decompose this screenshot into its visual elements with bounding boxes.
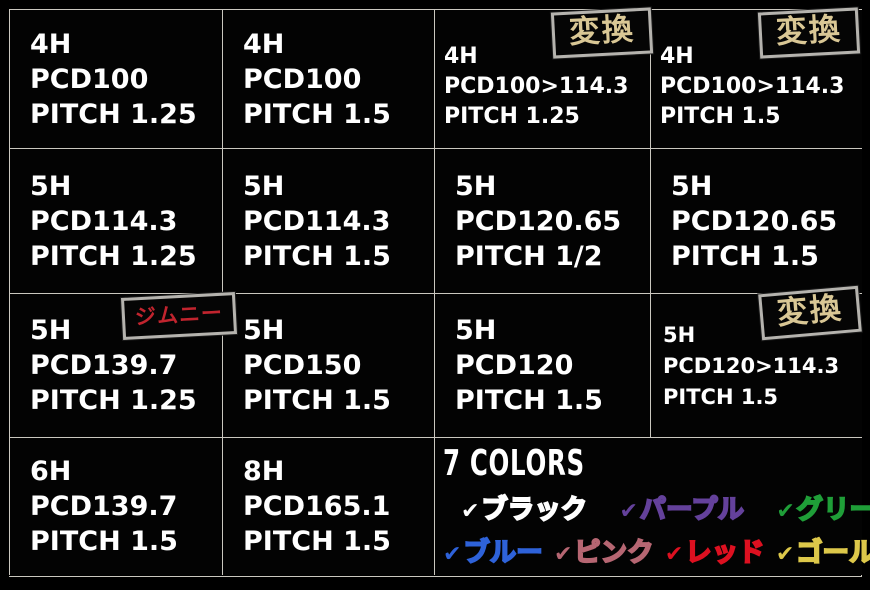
hole-count: 5H bbox=[243, 315, 285, 346]
spec-cell: 5H PCD114.3 PITCH 1.25 bbox=[9, 148, 222, 293]
check-icon: ✔ bbox=[553, 542, 573, 567]
spec-cell: 変換 4H PCD100>114.3 PITCH 1.25 bbox=[434, 7, 654, 148]
hole-count: 5H bbox=[671, 170, 713, 202]
color-option: ✔ パープル bbox=[619, 493, 744, 529]
spec-grid: 4H PCD100 PITCH 1.25 4H PCD100 PITCH 1.5… bbox=[9, 7, 870, 577]
hole-count: 5H bbox=[663, 323, 696, 347]
spec-cell: 5H PCD120.65 PITCH 1/2 bbox=[434, 148, 650, 293]
pitch-value: PITCH 1.5 bbox=[243, 526, 391, 557]
pcd-value: PCD165.1 bbox=[243, 491, 391, 522]
check-icon: ✔ bbox=[619, 499, 638, 524]
spec-cell: 4H PCD100 PITCH 1.5 bbox=[222, 9, 434, 148]
pitch-value: PITCH 1.5 bbox=[30, 526, 178, 557]
pcd-value: PCD120.65 bbox=[671, 205, 838, 237]
color-row: ✔ブラック✔パープル✔グリーン bbox=[443, 493, 870, 529]
check-icon: ✔ bbox=[461, 499, 480, 524]
pcd-value: PCD120 bbox=[455, 350, 574, 381]
hole-count: 4H bbox=[30, 28, 72, 60]
hole-count: 6H bbox=[30, 456, 72, 487]
spec-cell: ジムニー 5H PCD139.7 PITCH 1.25 bbox=[9, 292, 238, 437]
colors-section: 7 COLORS ✔ブラック✔パープル✔グリーン✔ブルー✔ピンク✔レッド✔ゴール… bbox=[434, 437, 870, 575]
color-option: ✔ゴールド bbox=[776, 536, 870, 572]
pcd-value: PCD120.65 bbox=[455, 205, 622, 237]
pcd-value: PCD114.3 bbox=[243, 205, 391, 237]
pitch-value: PITCH 1.5 bbox=[243, 98, 391, 130]
color-option: ✔ ピンク bbox=[554, 536, 654, 572]
pitch-value: PITCH 1.25 bbox=[444, 104, 580, 129]
color-name: パープル bbox=[639, 494, 745, 526]
pitch-value: PITCH 1.5 bbox=[455, 385, 603, 416]
hole-count: 4H bbox=[243, 28, 285, 60]
hole-count: 5H bbox=[30, 315, 72, 346]
conversion-badge: 変換 bbox=[757, 7, 861, 59]
conversion-badge: 変換 bbox=[550, 7, 654, 59]
spec-cell: 4H PCD100 PITCH 1.25 bbox=[9, 9, 222, 148]
hole-count: 5H bbox=[243, 170, 285, 202]
spec-cell: 5H PCD114.3 PITCH 1.5 bbox=[222, 148, 434, 293]
hole-count: 5H bbox=[455, 170, 497, 202]
spec-cell: 5H PCD120.65 PITCH 1.5 bbox=[650, 148, 862, 293]
pcd-value: PCD100 bbox=[30, 63, 149, 95]
check-icon: ✔ bbox=[775, 542, 795, 567]
pitch-value: PITCH 1/2 bbox=[455, 240, 603, 272]
spec-cell: 5H PCD150 PITCH 1.5 bbox=[222, 293, 434, 437]
color-option: ✔ レッド bbox=[665, 536, 765, 572]
jimny-badge: ジムニー bbox=[120, 292, 238, 340]
color-name: グリーン bbox=[796, 494, 870, 526]
color-name: ブラック bbox=[480, 494, 588, 526]
pitch-value: PITCH 1.5 bbox=[243, 385, 391, 416]
spec-cell: 変換 5H PCD120>114.3 PITCH 1.5 bbox=[650, 285, 862, 437]
pcd-value: PCD139.7 bbox=[30, 350, 178, 381]
pitch-value: PITCH 1.25 bbox=[30, 385, 197, 416]
hole-count: 8H bbox=[243, 456, 285, 487]
pcd-value: PCD120>114.3 bbox=[663, 354, 840, 378]
spec-cell: 6H PCD139.7 PITCH 1.5 bbox=[9, 437, 222, 575]
spec-cell: 5H PCD120 PITCH 1.5 bbox=[434, 293, 650, 437]
color-name: ピンク bbox=[573, 537, 654, 569]
color-name: ゴールド bbox=[795, 537, 870, 569]
pitch-value: PITCH 1.5 bbox=[663, 385, 779, 409]
spec-cell: 変換 4H PCD100>114.3 PITCH 1.5 bbox=[650, 7, 862, 148]
color-options: ✔ブラック✔パープル✔グリーン✔ブルー✔ピンク✔レッド✔ゴールド bbox=[443, 493, 870, 572]
hole-count: 4H bbox=[660, 44, 694, 69]
color-name: ブルー bbox=[462, 537, 543, 569]
pcd-value: PCD100>114.3 bbox=[660, 74, 845, 99]
pitch-value: PITCH 1.25 bbox=[30, 240, 197, 272]
hole-count: 5H bbox=[455, 315, 497, 346]
hole-count: 5H bbox=[30, 170, 72, 202]
hole-count: 4H bbox=[444, 44, 478, 69]
color-row: ✔ブルー✔ピンク✔レッド✔ゴールド bbox=[443, 536, 870, 572]
pcd-value: PCD114.3 bbox=[30, 205, 178, 237]
check-icon: ✔ bbox=[664, 542, 684, 567]
color-option: ✔グリーン bbox=[776, 493, 870, 529]
check-icon: ✔ bbox=[443, 542, 462, 567]
color-option: ✔ ブラック bbox=[461, 493, 588, 529]
pcd-value: PCD150 bbox=[243, 350, 362, 381]
conversion-badge: 変換 bbox=[758, 285, 862, 341]
pitch-value: PITCH 1.25 bbox=[30, 98, 197, 130]
pitch-value: PITCH 1.5 bbox=[671, 240, 819, 272]
check-icon: ✔ bbox=[776, 499, 795, 524]
color-name: レッド bbox=[684, 537, 765, 569]
pcd-value: PCD139.7 bbox=[30, 491, 178, 522]
colors-title: 7 COLORS bbox=[443, 443, 585, 484]
color-option: ✔ ブルー bbox=[443, 536, 543, 572]
spec-cell: 8H PCD165.1 PITCH 1.5 bbox=[222, 437, 434, 575]
pitch-value: PITCH 1.5 bbox=[243, 240, 391, 272]
pitch-value: PITCH 1.5 bbox=[660, 104, 781, 129]
pcd-value: PCD100>114.3 bbox=[444, 74, 629, 99]
pcd-value: PCD100 bbox=[243, 63, 362, 95]
